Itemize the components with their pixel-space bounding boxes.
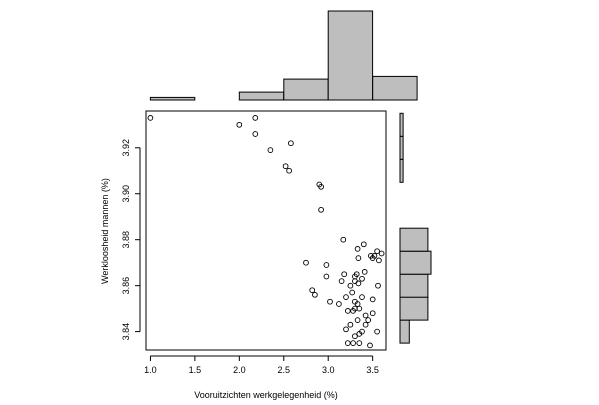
data-point-50 bbox=[354, 317, 361, 323]
data-point-36 bbox=[312, 291, 318, 298]
data-point-19 bbox=[355, 255, 362, 261]
data-point-14 bbox=[374, 248, 380, 255]
y-hist-bar-7 bbox=[399, 158, 404, 183]
data-point-61 bbox=[356, 340, 363, 346]
data-point-38 bbox=[359, 294, 365, 300]
data-point-6 bbox=[282, 163, 289, 170]
data-point-58 bbox=[352, 333, 358, 340]
data-point-34 bbox=[309, 287, 316, 294]
data-point-13 bbox=[354, 246, 361, 252]
data-point-53 bbox=[347, 321, 354, 328]
x-tick-label-1: 1.5 bbox=[189, 365, 202, 375]
y-hist-bar-2 bbox=[399, 273, 429, 298]
data-point-23 bbox=[361, 269, 368, 275]
x-axis-label: Vooruitzichten werkgelegenheid (%) bbox=[194, 390, 338, 400]
y-hist-bar-1 bbox=[399, 296, 429, 321]
data-point-39 bbox=[369, 296, 376, 303]
y-tick-label-4: 3.92 bbox=[121, 139, 131, 157]
plot-frame bbox=[145, 110, 387, 351]
data-point-28 bbox=[359, 275, 365, 282]
data-point-56 bbox=[374, 328, 380, 335]
data-point-62 bbox=[367, 342, 373, 349]
x-tick-label-5: 3.5 bbox=[366, 365, 379, 375]
data-point-22 bbox=[323, 262, 330, 268]
data-point-25 bbox=[341, 271, 348, 278]
data-point-9 bbox=[318, 183, 324, 190]
data-point-35 bbox=[349, 289, 356, 296]
data-point-47 bbox=[350, 308, 356, 314]
data-point-2 bbox=[236, 121, 243, 128]
data-point-45 bbox=[356, 305, 363, 312]
data-point-48 bbox=[369, 310, 376, 317]
data-point-46 bbox=[344, 308, 351, 314]
data-point-54 bbox=[343, 326, 349, 333]
y-hist-bar-8 bbox=[399, 135, 404, 160]
x-tick-label-3: 2.5 bbox=[278, 365, 291, 375]
data-point-51 bbox=[365, 317, 372, 323]
x-tick-label-0: 1.0 bbox=[144, 365, 157, 375]
data-point-42 bbox=[336, 301, 342, 307]
data-point-20 bbox=[376, 257, 382, 264]
x-hist-bar-5 bbox=[372, 75, 418, 101]
data-point-27 bbox=[323, 273, 330, 280]
data-point-57 bbox=[356, 331, 363, 337]
y-tick-label-0: 3.84 bbox=[121, 323, 131, 341]
data-point-5 bbox=[267, 147, 274, 153]
data-point-12 bbox=[360, 241, 367, 248]
data-point-31 bbox=[355, 280, 362, 287]
data-point-3 bbox=[252, 131, 259, 137]
y-hist-bar-4 bbox=[399, 227, 429, 252]
data-point-18 bbox=[369, 255, 376, 261]
data-point-33 bbox=[375, 282, 381, 289]
data-point-11 bbox=[340, 236, 347, 243]
y-tick-label-3: 3.90 bbox=[121, 185, 131, 203]
data-point-21 bbox=[303, 259, 309, 266]
data-point-59 bbox=[350, 340, 356, 346]
y-tick-label-2: 3.88 bbox=[121, 231, 131, 249]
data-point-32 bbox=[347, 282, 354, 289]
x-histogram bbox=[149, 10, 418, 101]
data-point-49 bbox=[362, 312, 369, 319]
data-point-10 bbox=[318, 206, 324, 213]
data-point-0 bbox=[147, 115, 154, 121]
x-tick-label-2: 2.0 bbox=[233, 365, 246, 375]
y-histogram bbox=[399, 112, 432, 344]
data-point-4 bbox=[288, 140, 294, 147]
data-point-60 bbox=[344, 340, 351, 346]
data-point-7 bbox=[286, 167, 292, 174]
x-hist-bar-0 bbox=[149, 96, 196, 101]
y-hist-bar-0 bbox=[399, 319, 410, 344]
data-point-15 bbox=[378, 250, 385, 257]
data-point-52 bbox=[362, 321, 369, 328]
x-tick-label-4: 3.0 bbox=[322, 365, 335, 375]
y-axis-label: Werkloosheid mannen (%) bbox=[100, 178, 110, 284]
data-point-1 bbox=[252, 115, 259, 121]
scatter-points bbox=[147, 115, 385, 349]
y-hist-bar-3 bbox=[399, 250, 432, 275]
x-axis: 1.0 1.5 2.0 2.5 3.0 3.5 bbox=[144, 355, 379, 375]
x-hist-bar-4 bbox=[327, 10, 374, 101]
y-hist-bar-9 bbox=[399, 112, 404, 137]
data-point-30 bbox=[338, 278, 345, 284]
data-point-41 bbox=[327, 298, 333, 305]
data-point-29 bbox=[352, 278, 358, 284]
data-point-37 bbox=[343, 294, 349, 300]
x-hist-bar-2 bbox=[238, 91, 285, 101]
y-axis: 3.84 3.86 3.88 3.90 3.92 bbox=[121, 139, 141, 341]
y-tick-label-1: 3.86 bbox=[121, 277, 131, 295]
x-hist-bar-3 bbox=[283, 78, 329, 101]
